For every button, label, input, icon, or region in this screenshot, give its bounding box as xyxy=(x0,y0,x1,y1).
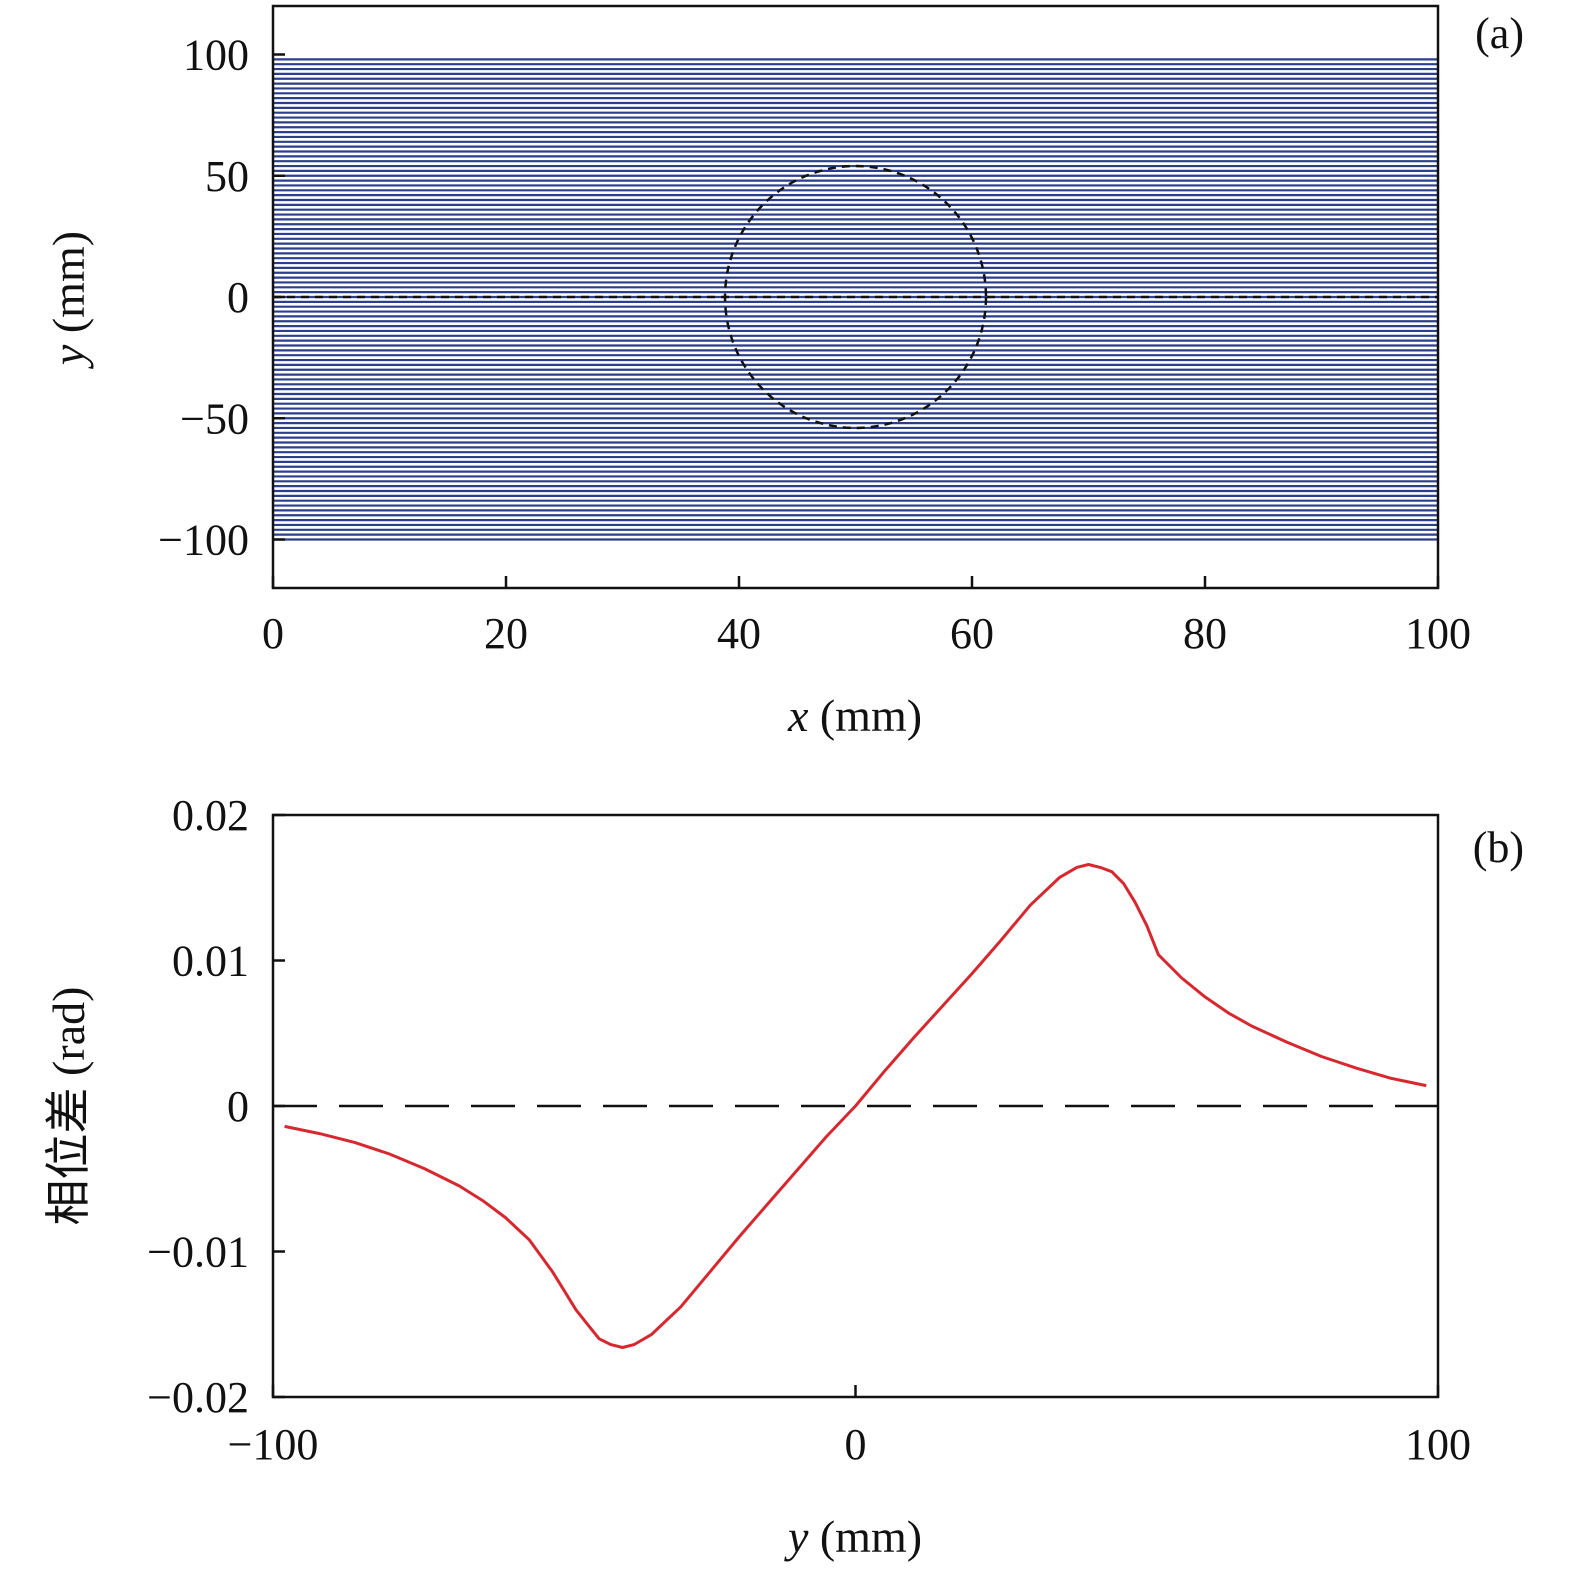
panel-a-y-ticks: 100 50 0 −50 −100 xyxy=(158,31,285,565)
panel-b-y-ticks: 0.02 0.01 0 −0.01 −0.02 xyxy=(147,791,285,1422)
y-tick-label: −0.02 xyxy=(147,1373,249,1422)
x-tick-label: 100 xyxy=(1405,609,1471,658)
line-array xyxy=(273,58,1438,541)
y-tick-label: 0 xyxy=(227,1082,249,1131)
panel-b-label: (b) xyxy=(1473,823,1524,872)
panel-a-x-axis-label: x (mm) xyxy=(787,690,922,741)
x-tick-label: 40 xyxy=(717,609,761,658)
panel-a-overlay xyxy=(273,164,1438,430)
panel-a: 0 20 40 60 80 100 100 50 0 −50 −100 (a) x (mm) y … xyxy=(43,4,1524,741)
panel-b-y-axis-label: 相位差 (rad) xyxy=(41,987,95,1226)
panel-b: −100 0 100 0.020.010−0.01−0.02 (b) y (mm) … xyxy=(41,791,1524,1562)
x-tick-label: 100 xyxy=(1405,1420,1471,1469)
panel-a-label: (a) xyxy=(1475,9,1524,58)
x-tick-label: 60 xyxy=(950,609,994,658)
dashed-circle xyxy=(723,164,988,430)
panel-b-x-axis-label: y (mm) xyxy=(784,1511,922,1562)
panel-a-x-ticks: 0 20 40 60 80 100 xyxy=(262,576,1471,658)
y-tick-label: 0 xyxy=(227,273,249,322)
y-tick-label: 0.01 xyxy=(172,937,249,986)
x-tick-label: 0 xyxy=(262,609,284,658)
y-tick-label: −0.01 xyxy=(147,1228,249,1277)
x-tick-label: 0 xyxy=(845,1420,867,1469)
y-tick-label: −100 xyxy=(158,516,249,565)
x-tick-label: −100 xyxy=(228,1420,319,1469)
y-tick-label: 0.02 xyxy=(172,791,249,840)
y-tick-label: 50 xyxy=(205,152,249,201)
x-tick-label: 20 xyxy=(484,609,528,658)
panel-a-y-axis-label: y (mm) xyxy=(43,231,94,369)
y-tick-label: 100 xyxy=(183,31,249,80)
panel-b-x-ticks: −100 0 100 xyxy=(228,1385,1471,1469)
x-tick-label: 80 xyxy=(1183,609,1227,658)
phase-difference-line xyxy=(284,863,1427,1349)
y-tick-label: −50 xyxy=(180,394,249,443)
panel-b-plot-area xyxy=(273,863,1438,1349)
